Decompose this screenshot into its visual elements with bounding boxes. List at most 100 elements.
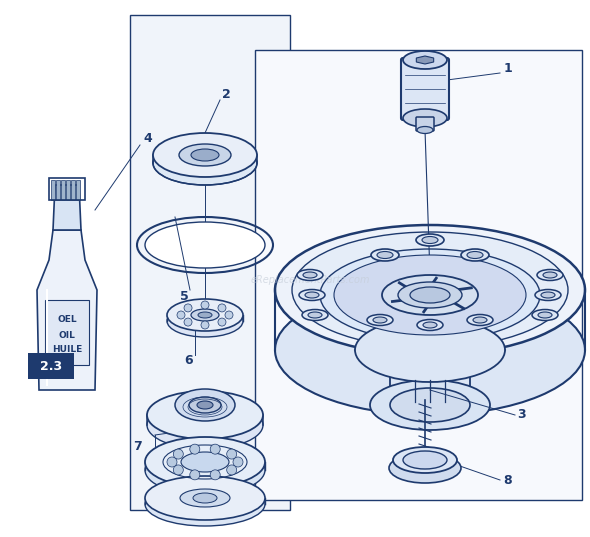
Ellipse shape <box>275 285 585 415</box>
Circle shape <box>201 321 209 329</box>
Ellipse shape <box>145 222 265 268</box>
Ellipse shape <box>308 312 322 318</box>
Circle shape <box>190 444 200 454</box>
Text: OEL: OEL <box>57 316 77 324</box>
Ellipse shape <box>175 389 235 421</box>
Ellipse shape <box>167 299 243 331</box>
Ellipse shape <box>334 255 526 335</box>
Ellipse shape <box>147 401 263 449</box>
Ellipse shape <box>320 249 540 341</box>
Ellipse shape <box>193 493 217 503</box>
Ellipse shape <box>541 292 555 298</box>
Ellipse shape <box>467 251 483 258</box>
Ellipse shape <box>299 289 325 301</box>
Polygon shape <box>130 15 290 510</box>
Ellipse shape <box>191 309 219 321</box>
Text: 8: 8 <box>504 474 512 487</box>
Ellipse shape <box>355 318 505 382</box>
Circle shape <box>184 304 192 312</box>
Ellipse shape <box>145 482 265 526</box>
Ellipse shape <box>181 452 229 472</box>
Ellipse shape <box>371 249 399 261</box>
Bar <box>51 180 55 200</box>
Circle shape <box>227 465 237 475</box>
Ellipse shape <box>390 388 470 422</box>
Text: 2.3: 2.3 <box>40 359 62 373</box>
Ellipse shape <box>398 282 462 308</box>
Ellipse shape <box>179 152 231 174</box>
Ellipse shape <box>373 317 387 323</box>
Ellipse shape <box>145 476 265 520</box>
Ellipse shape <box>410 287 450 303</box>
FancyBboxPatch shape <box>401 58 449 120</box>
Ellipse shape <box>538 312 552 318</box>
Ellipse shape <box>305 292 319 298</box>
Bar <box>56 180 60 200</box>
Bar <box>66 180 70 200</box>
Circle shape <box>210 444 220 454</box>
Circle shape <box>167 457 177 467</box>
Circle shape <box>184 318 192 326</box>
Ellipse shape <box>292 232 568 348</box>
Text: 4: 4 <box>143 132 152 144</box>
Circle shape <box>225 311 233 319</box>
Text: 5: 5 <box>179 289 188 302</box>
Text: OIL: OIL <box>58 330 76 339</box>
Ellipse shape <box>147 391 263 439</box>
Bar <box>76 180 80 200</box>
Ellipse shape <box>416 234 444 246</box>
Ellipse shape <box>189 397 221 413</box>
Ellipse shape <box>153 141 257 185</box>
Text: eReplacementParts.com: eReplacementParts.com <box>250 275 370 285</box>
Ellipse shape <box>180 489 230 507</box>
Polygon shape <box>53 185 81 230</box>
Ellipse shape <box>403 51 447 69</box>
Text: HUILE: HUILE <box>52 345 82 354</box>
Bar <box>45 300 89 365</box>
Ellipse shape <box>417 127 433 134</box>
Ellipse shape <box>367 315 393 325</box>
Ellipse shape <box>473 317 487 323</box>
Text: 3: 3 <box>517 409 526 422</box>
Ellipse shape <box>537 270 563 280</box>
Circle shape <box>173 465 183 475</box>
Ellipse shape <box>389 453 461 483</box>
Bar <box>61 180 65 200</box>
Ellipse shape <box>417 320 443 330</box>
Ellipse shape <box>145 445 265 495</box>
Text: 7: 7 <box>133 439 142 453</box>
Circle shape <box>177 311 185 319</box>
Ellipse shape <box>393 447 457 473</box>
Circle shape <box>210 470 220 480</box>
Bar <box>71 180 75 200</box>
Ellipse shape <box>275 225 585 355</box>
Ellipse shape <box>535 289 561 301</box>
Circle shape <box>218 304 226 312</box>
Ellipse shape <box>377 251 393 258</box>
Ellipse shape <box>461 249 489 261</box>
Ellipse shape <box>303 272 317 278</box>
Ellipse shape <box>422 236 438 243</box>
FancyBboxPatch shape <box>28 353 74 379</box>
Text: 2: 2 <box>222 88 230 100</box>
Bar <box>49 178 85 200</box>
Ellipse shape <box>297 270 323 280</box>
Ellipse shape <box>467 315 493 325</box>
Circle shape <box>218 318 226 326</box>
Ellipse shape <box>543 272 557 278</box>
Ellipse shape <box>370 380 490 430</box>
Text: 1: 1 <box>504 62 512 76</box>
Ellipse shape <box>197 401 213 409</box>
Ellipse shape <box>423 322 437 328</box>
Polygon shape <box>37 230 97 390</box>
Ellipse shape <box>191 149 219 161</box>
Ellipse shape <box>532 309 558 321</box>
Ellipse shape <box>145 437 265 487</box>
Circle shape <box>233 457 243 467</box>
FancyBboxPatch shape <box>416 117 434 131</box>
Ellipse shape <box>302 309 328 321</box>
Ellipse shape <box>403 451 447 469</box>
Ellipse shape <box>403 109 447 127</box>
Ellipse shape <box>179 144 231 166</box>
Polygon shape <box>417 56 434 64</box>
